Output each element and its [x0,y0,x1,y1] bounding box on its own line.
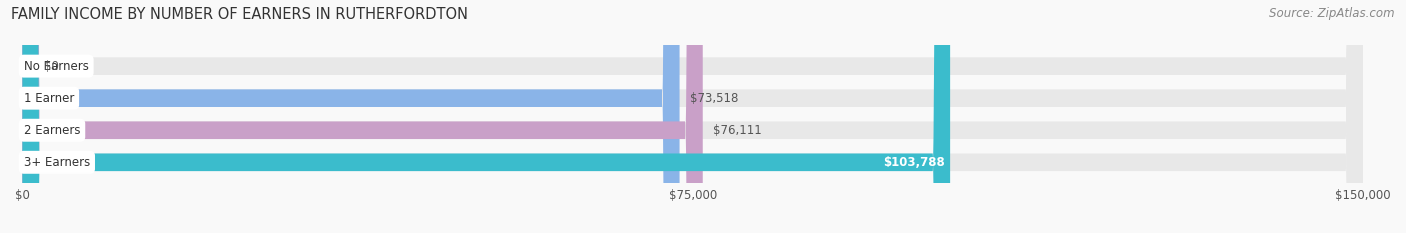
Text: 2 Earners: 2 Earners [24,124,80,137]
FancyBboxPatch shape [22,0,1364,233]
FancyBboxPatch shape [22,0,1364,233]
Text: $73,518: $73,518 [690,92,738,105]
Text: Source: ZipAtlas.com: Source: ZipAtlas.com [1270,7,1395,20]
Text: 1 Earner: 1 Earner [24,92,75,105]
FancyBboxPatch shape [22,0,950,233]
FancyBboxPatch shape [22,0,1364,233]
Text: FAMILY INCOME BY NUMBER OF EARNERS IN RUTHERFORDTON: FAMILY INCOME BY NUMBER OF EARNERS IN RU… [11,7,468,22]
Text: No Earners: No Earners [24,60,89,73]
Text: $103,788: $103,788 [883,156,945,169]
Text: $76,111: $76,111 [713,124,762,137]
FancyBboxPatch shape [22,0,679,233]
FancyBboxPatch shape [22,0,703,233]
Text: 3+ Earners: 3+ Earners [24,156,90,169]
Text: $0: $0 [44,60,59,73]
FancyBboxPatch shape [22,0,1364,233]
